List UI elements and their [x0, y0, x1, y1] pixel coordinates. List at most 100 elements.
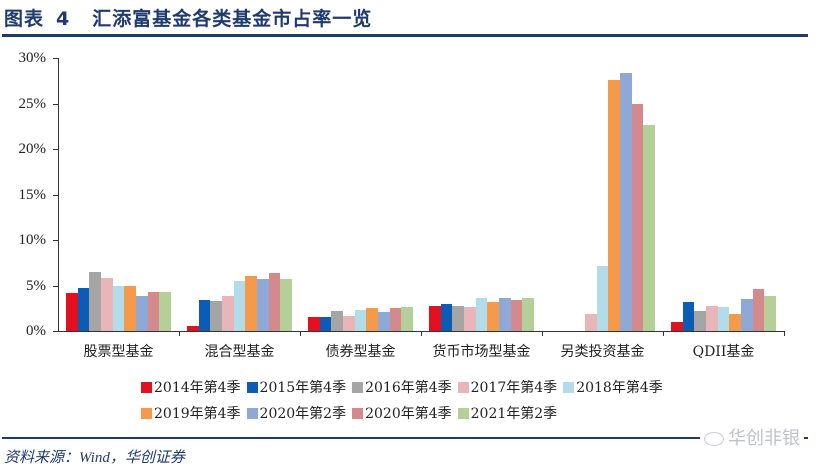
legend-item: 2018年第4季	[563, 374, 663, 400]
y-tick	[53, 149, 58, 150]
bar	[159, 291, 172, 331]
y-tick-label: 30%	[18, 50, 47, 66]
x-category-label: 货币市场型基金	[432, 344, 531, 360]
x-tick	[300, 331, 301, 336]
bar	[89, 271, 101, 331]
bar	[694, 310, 706, 331]
source-note: 资料来源：Wind，华创证券	[4, 450, 185, 466]
legend-swatch-icon	[246, 381, 258, 393]
y-tick	[53, 240, 58, 241]
legend-swatch-icon	[457, 407, 469, 419]
figure-title: 图表 4 汇添富基金各类基金市占率一览	[4, 4, 372, 32]
legend-item: 2016年第4季	[352, 374, 452, 400]
bar	[643, 125, 656, 331]
bar	[77, 288, 90, 331]
bar	[682, 301, 695, 331]
chart-legend: 2014年第4季 2015年第4季 2016年第4季 2017年第4季 2018年第4季…	[141, 374, 741, 426]
legend-label: 2014年第4季	[154, 380, 241, 396]
wechat-icon	[704, 432, 724, 446]
x-category-label: 股票型基金	[83, 344, 154, 360]
bar	[268, 272, 281, 331]
legend-label: 2020年第2季	[259, 406, 347, 422]
bar	[670, 321, 683, 331]
legend-row: 2019年第4季 2020年第2季 2020年第4季 2021年第2季	[141, 400, 741, 426]
bar	[198, 300, 211, 331]
bar	[112, 285, 125, 331]
bar	[124, 286, 137, 331]
bar	[65, 292, 78, 331]
y-tick	[53, 103, 58, 105]
legend-swatch-icon	[563, 381, 575, 393]
bar	[463, 307, 476, 331]
bar	[210, 300, 222, 331]
x-category-label: 债券型基金	[325, 344, 396, 360]
bar	[440, 303, 453, 331]
legend-item: 2015年第4季	[246, 374, 347, 400]
bar	[705, 305, 718, 331]
bar	[307, 317, 320, 331]
bar	[319, 317, 332, 331]
legend-item: 2019年第4季	[141, 400, 241, 426]
bar	[389, 308, 402, 331]
legend-swatch-icon	[352, 381, 364, 393]
y-tick	[53, 194, 58, 196]
y-tick-label: 25%	[18, 95, 47, 112]
x-category-label: QDII基金	[692, 344, 755, 360]
x-tick	[421, 331, 422, 336]
legend-swatch-icon	[141, 381, 152, 393]
bar	[729, 313, 742, 331]
bar	[428, 306, 441, 331]
bar	[741, 299, 753, 331]
x-tick	[542, 331, 543, 336]
legend-label: 2018年第4季	[576, 380, 663, 396]
legend-swatch-icon	[352, 407, 364, 419]
bar	[342, 315, 355, 331]
figure-label: 图表	[4, 8, 45, 30]
bar-chart: 0% 5% 10% 15% 20% 25% 30% 股票型基金 混合型基金 债券型基金 货币市场型基…	[18, 50, 785, 360]
legend-item: 2021年第2季	[457, 400, 558, 426]
bar	[280, 279, 293, 331]
x-category-label: 另类投资基金	[560, 344, 645, 360]
y-tick	[53, 285, 58, 287]
bar	[620, 73, 632, 331]
legend-swatch-icon	[141, 407, 152, 419]
x-tick	[663, 331, 664, 336]
figure-number: 4	[56, 8, 71, 30]
legend-item: 2017年第4季	[457, 374, 558, 400]
legend-label: 2016年第4季	[365, 380, 452, 396]
watermark: 华创非银	[700, 424, 804, 450]
bar	[764, 296, 777, 331]
bar	[366, 308, 379, 331]
y-tick	[53, 58, 58, 59]
bar	[221, 296, 234, 331]
legend-label: 2021年第2季	[470, 406, 558, 422]
y-tick	[53, 331, 58, 332]
y-axis	[58, 58, 59, 332]
bar	[452, 305, 464, 331]
bar	[752, 289, 765, 331]
legend-item: 2020年第2季	[246, 400, 347, 426]
bar	[354, 310, 367, 331]
legend-label: 2017年第4季	[470, 380, 558, 396]
bar	[233, 280, 246, 331]
x-tick	[179, 331, 180, 336]
legend-swatch-icon	[457, 381, 469, 393]
bar	[510, 300, 523, 331]
bar	[331, 310, 343, 331]
legend-item: 2020年第4季	[352, 400, 452, 426]
bar	[378, 311, 390, 331]
legend-label: 2015年第4季	[259, 380, 347, 396]
bar	[596, 266, 609, 331]
bar	[608, 79, 621, 331]
watermark-text: 华创非银	[728, 428, 800, 449]
bar	[584, 313, 597, 331]
y-tick-label: 15%	[18, 186, 47, 203]
x-tick	[784, 331, 785, 336]
bar	[147, 291, 160, 331]
y-tick-label: 0%	[26, 323, 46, 339]
bar	[717, 307, 730, 331]
legend-row: 2014年第4季 2015年第4季 2016年第4季 2017年第4季 2018年第4季	[141, 374, 741, 400]
bar	[487, 301, 500, 331]
bar	[136, 296, 148, 331]
bar	[245, 276, 258, 331]
